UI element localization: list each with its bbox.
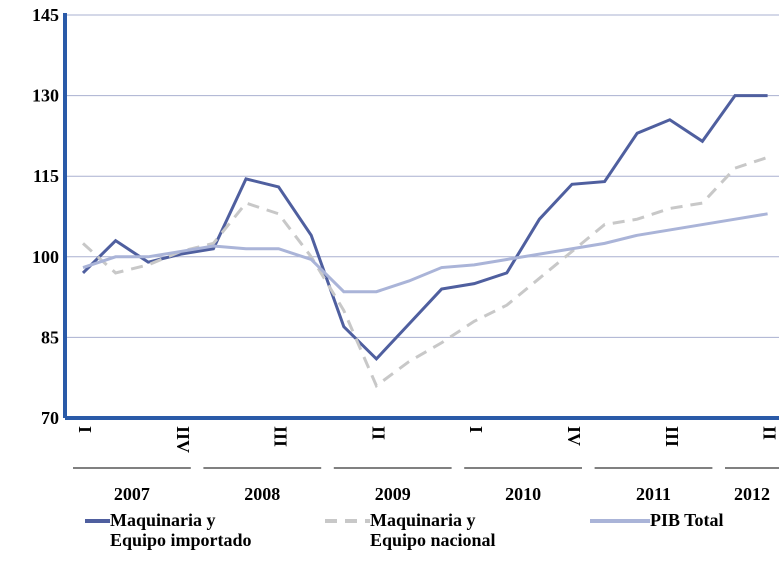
- year-label: 2011: [636, 484, 671, 504]
- x-tick-label: I: [466, 426, 486, 433]
- y-tick-label: 70: [41, 408, 59, 428]
- year-label: 2012: [734, 484, 770, 504]
- x-tick-label: II: [760, 426, 779, 440]
- x-tick-label: IV: [564, 426, 584, 446]
- series-line: [81, 94, 768, 362]
- year-label: 2007: [114, 484, 150, 504]
- year-label: 2010: [505, 484, 541, 504]
- y-tick-label: 130: [32, 86, 59, 106]
- y-tick-label: 115: [33, 166, 59, 186]
- y-tick-label: 145: [32, 5, 59, 25]
- year-label: 2008: [244, 484, 280, 504]
- legend-label: Maquinaria y Equipo importado: [110, 510, 252, 550]
- year-label: 2009: [375, 484, 411, 504]
- x-tick-label: I: [75, 426, 95, 433]
- x-tick-label: III: [662, 426, 682, 447]
- legend-label: Maquinaria y Equipo nacional: [370, 510, 496, 550]
- legend-label: PIB Total: [650, 510, 724, 530]
- y-tick-label: 100: [32, 247, 59, 267]
- x-tick-label: II: [368, 426, 388, 440]
- y-tick-label: 85: [41, 327, 59, 347]
- series-line: [82, 212, 768, 294]
- series-line: [81, 155, 769, 389]
- x-tick-label: IIV: [173, 426, 193, 453]
- x-tick-label: III: [271, 426, 291, 447]
